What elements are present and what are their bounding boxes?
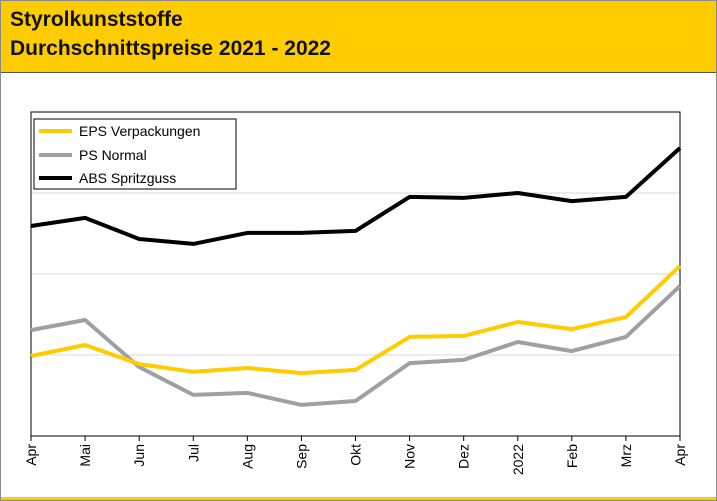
x-tick-label: Nov (402, 444, 418, 469)
x-tick-label: Okt (348, 444, 364, 466)
x-tick-label: Apr (23, 444, 39, 466)
legend-label-abs: ABS Spritzguss (79, 170, 176, 186)
x-tick-label: Dez (456, 444, 472, 469)
bottom-accent-line (1, 497, 716, 500)
series-eps-line (30, 264, 682, 376)
chart-title-line1: Styrolkunststoffe (10, 8, 183, 31)
header-bar: Styrolkunststoffe Durchschnittspreise 20… (1, 1, 716, 73)
x-tick-label: Sep (293, 444, 309, 469)
grid-lines (32, 192, 679, 356)
legend-label-eps: EPS Verpackungen (79, 123, 200, 139)
legend: EPS Verpackungen PS Normal ABS Spritzgus… (33, 118, 237, 190)
x-tick-label: Apr (672, 444, 688, 466)
x-tick-label: Jun (131, 444, 147, 467)
x-tick-label: Mai (77, 444, 93, 467)
chart-title-line2: Durchschnittspreise 2021 - 2022 (10, 37, 331, 60)
x-tick-label: Jul (185, 444, 201, 462)
x-axis-ticks: Apr Mai Jun Jul Aug Sep Okt Nov Dez 2022 Feb Mrz Apr (23, 436, 688, 475)
series-lines (30, 146, 682, 407)
x-tick-label: Feb (564, 444, 580, 468)
series-abs-line (30, 146, 682, 246)
x-tick-label: Mrz (618, 444, 634, 467)
legend-label-ps: PS Normal (79, 147, 147, 163)
x-tick-label: Aug (239, 444, 255, 469)
x-tick-label: 2022 (510, 444, 526, 475)
series-ps-line (30, 284, 682, 407)
